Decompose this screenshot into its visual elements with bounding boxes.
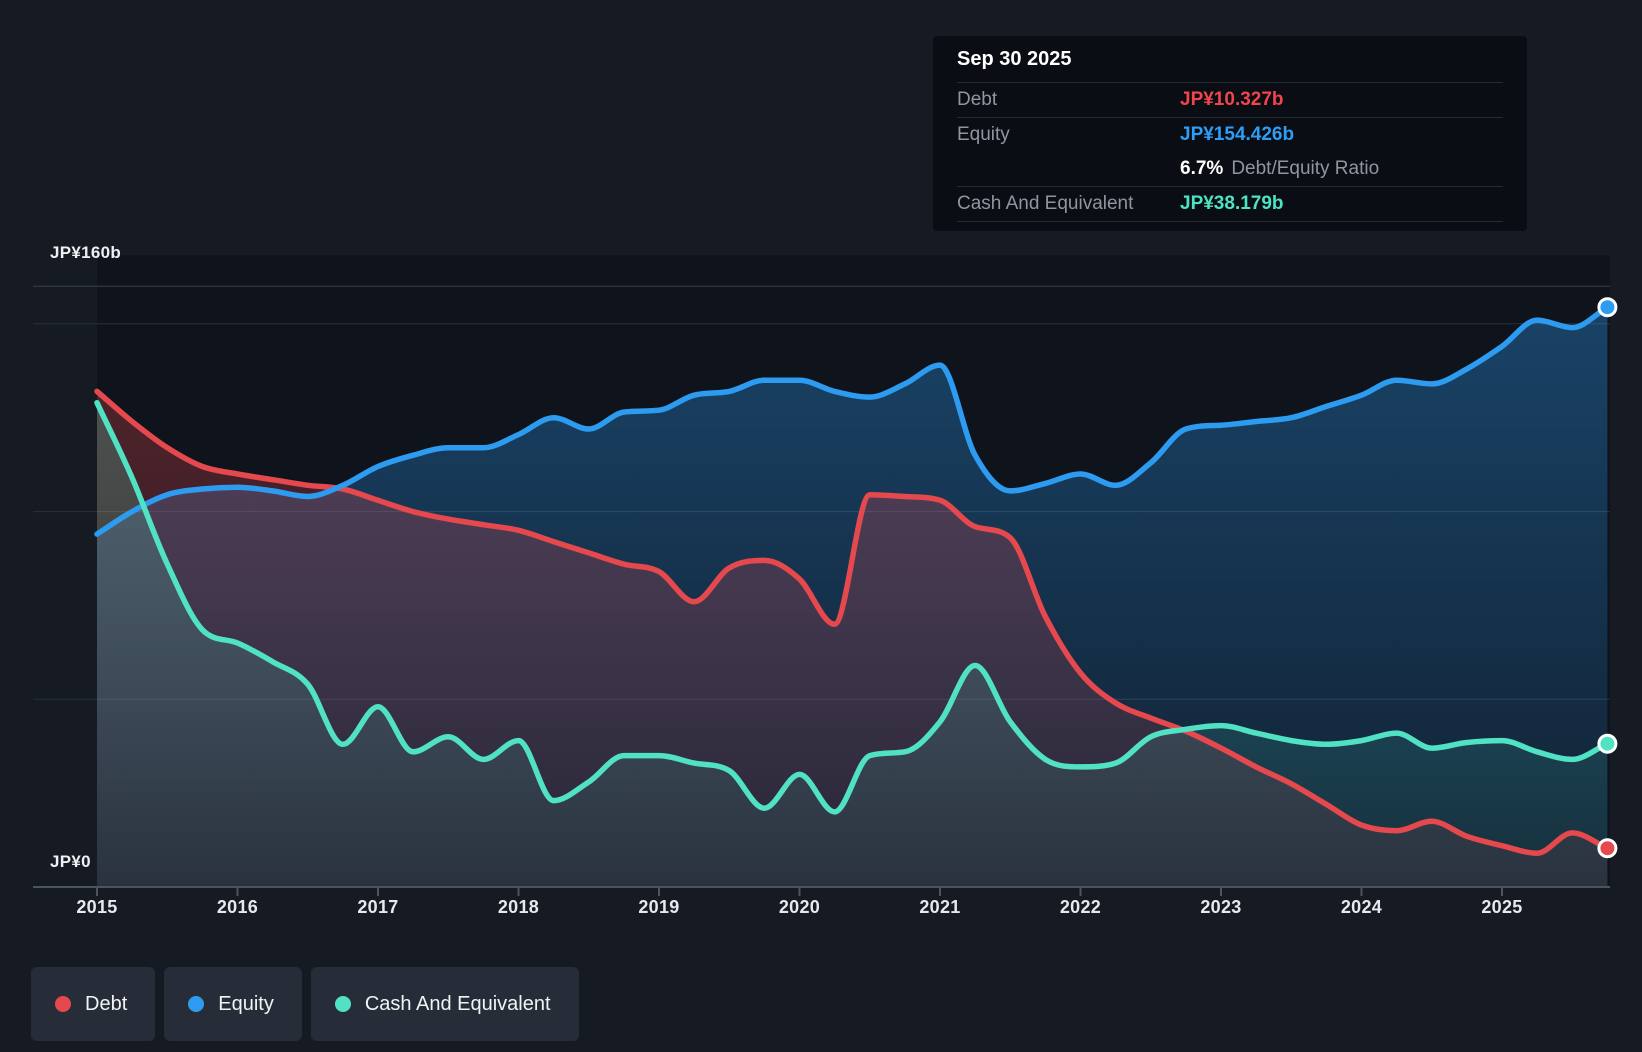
tooltip-date: Sep 30 2025 [957,36,1503,83]
x-tick-label-2020: 2020 [778,897,821,917]
debt-endpoint-dot [1597,838,1618,859]
debt-line [94,388,1611,856]
legend-item-cash[interactable]: Cash And Equivalent [310,967,579,1041]
debt-legend-dot-icon [55,996,71,1012]
cash-legend-dot-icon [334,996,351,1012]
chart-tooltip: Sep 30 2025 Debt JP¥10.327b Equity JP¥15… [933,36,1527,231]
legend-item-equity[interactable]: Equity [164,967,302,1041]
x-tick-label-2017: 2017 [357,897,399,917]
equity-legend-dot-icon [188,996,205,1012]
equity-endpoint-dot [1597,297,1618,318]
x-tick-label-2019: 2019 [638,897,680,917]
legend: Debt Equity Cash And Equivalent [31,967,579,1041]
cash-area [97,402,1608,887]
tooltip-cash-value: JP¥38.179b [1180,193,1284,214]
tooltip-row-ratio: 6.7% Debt/Equity Ratio [957,152,1503,187]
x-tick-label-2022: 2022 [1059,897,1102,917]
cash-endpoint-dot [1597,733,1618,754]
tooltip-row-debt: Debt JP¥10.327b [957,83,1503,118]
cash-line [94,399,1611,815]
x-tick-label-2018: 2018 [497,897,540,917]
equity-line [94,304,1611,537]
legend-cash-label: Cash And Equivalent [364,992,551,1015]
tooltip-row-cash: Cash And Equivalent JP¥38.179b [957,187,1503,222]
legend-item-debt[interactable]: Debt [31,967,156,1041]
tooltip-equity-label: Equity [957,124,1010,145]
tooltip-ratio-label: Debt/Equity Ratio [1231,158,1380,179]
tooltip-debt-value: JP¥10.327b [1180,89,1284,110]
tooltip-equity-value: JP¥154.426b [1180,124,1295,145]
tooltip-row-equity: Equity JP¥154.426b [957,118,1503,152]
legend-equity-label: Equity [218,992,274,1015]
y-axis-zero-label: JP¥0 [50,852,91,871]
x-tick-label-2023: 2023 [1200,897,1242,917]
x-tick-label-2025: 2025 [1481,897,1523,917]
x-tick-label-2016: 2016 [216,897,259,917]
x-tick-label-2015: 2015 [76,897,118,917]
tooltip-cash-label: Cash And Equivalent [957,193,1134,214]
x-tick-label-2024: 2024 [1340,897,1383,917]
legend-debt-label: Debt [85,992,128,1015]
tooltip-debt-label: Debt [957,89,998,110]
y-axis-max-label: JP¥160b [50,243,122,262]
tooltip-ratio-value: 6.7% [1180,158,1224,179]
x-tick-label-2021: 2021 [919,897,961,917]
